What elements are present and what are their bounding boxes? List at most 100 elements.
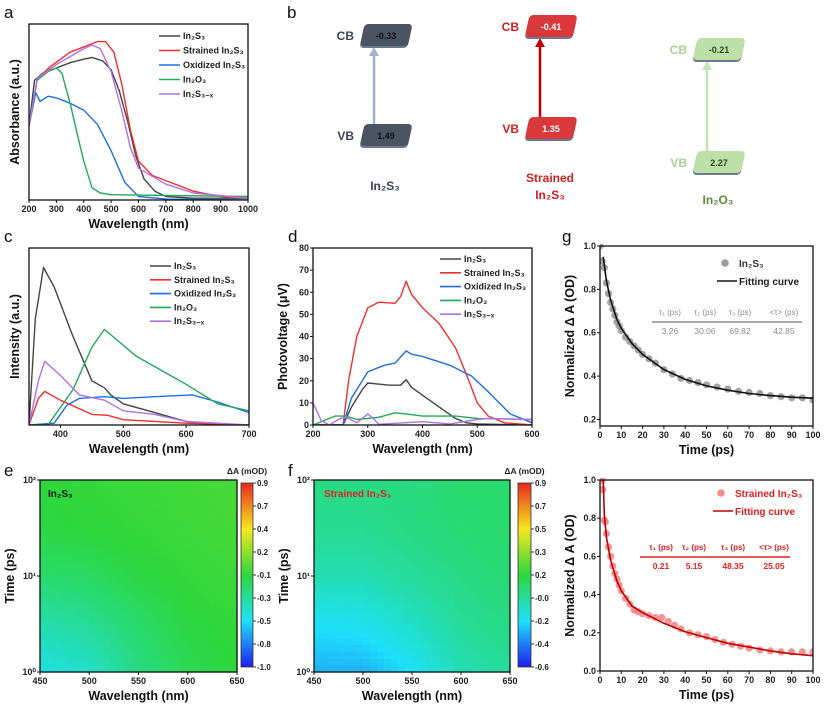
- heatmap-cell: [131, 486, 140, 495]
- heatmap-cell: [215, 589, 224, 598]
- heatmap-cell: [222, 576, 231, 584]
- heatmap-cell: [412, 596, 420, 605]
- heatmap-cell: [47, 569, 55, 577]
- heatmap-cell: [475, 589, 483, 598]
- x-axis-label: Wavelength (nm): [89, 442, 189, 456]
- heatmap-cell: [173, 486, 182, 495]
- heatmap-cell: [349, 603, 357, 611]
- heatmap-cell: [124, 500, 133, 509]
- heatmap-cell: [138, 582, 147, 591]
- heatmap-cell: [215, 582, 224, 591]
- heatmap-cell: [342, 617, 350, 625]
- heatmap-cell: [370, 562, 378, 570]
- heatmap-cell: [82, 637, 90, 646]
- heatmap-cell: [110, 576, 118, 584]
- heatmap-cell: [159, 555, 168, 563]
- heatmap-cell: [426, 610, 434, 618]
- heatmap-cell: [215, 562, 224, 570]
- heatmap-cell: [468, 541, 476, 550]
- heatmap-cell: [447, 514, 455, 522]
- legend-label: In₂O₃: [464, 295, 487, 305]
- heatmap-cell: [152, 596, 161, 605]
- heatmap-cell: [335, 562, 343, 570]
- heatmap-cell: [482, 493, 490, 502]
- heatmap-cell: [40, 534, 48, 543]
- heatmap-cell: [61, 617, 69, 625]
- heatmap-cell: [173, 658, 182, 666]
- heatmap-cell: [363, 658, 371, 666]
- heatmap-cell: [398, 630, 406, 639]
- heatmap-cell: [131, 480, 140, 488]
- heatmap-cell: [159, 548, 168, 557]
- heatmap-cell: [68, 486, 76, 495]
- heatmap-cell: [103, 480, 111, 488]
- heatmap-cell: [110, 630, 118, 639]
- table-header: τ₃ (ps): [729, 308, 752, 317]
- heatmap-cell: [398, 624, 406, 632]
- heatmap-cell: [475, 617, 483, 625]
- heatmap-cell: [503, 617, 511, 625]
- heatmap-cell: [131, 562, 140, 570]
- heatmap-cell: [370, 480, 378, 488]
- heatmap-cell: [159, 507, 168, 515]
- heatmap-cell: [61, 480, 69, 488]
- x-tick-label: 200: [305, 429, 320, 439]
- heatmap-cell: [215, 644, 224, 653]
- heatmap-cell: [363, 534, 371, 543]
- heatmap-cell: [201, 582, 210, 591]
- heatmap-cell: [180, 480, 189, 488]
- heatmap-cell: [468, 637, 476, 646]
- heatmap-cell: [138, 624, 147, 632]
- heatmap-cell: [447, 596, 455, 605]
- heatmap-cell: [194, 589, 203, 598]
- heatmap-cell: [110, 507, 118, 515]
- heatmap-cell: [68, 528, 76, 536]
- table-value: 5.15: [686, 561, 703, 571]
- heatmap-cell: [314, 617, 322, 625]
- heatmap-cell: [321, 644, 329, 653]
- x-tick-label: 400: [415, 429, 430, 439]
- heatmap-cell: [482, 528, 490, 536]
- heatmap-cell: [75, 624, 83, 632]
- heatmap-cell: [328, 651, 336, 659]
- heatmap-cell: [110, 514, 118, 522]
- heatmap-cell: [454, 541, 462, 550]
- heatmap-cell: [356, 589, 364, 598]
- table-value: 69.82: [729, 326, 751, 336]
- heatmap-cell: [405, 528, 413, 536]
- arrow-head-icon: [702, 61, 712, 70]
- heatmap-cell: [40, 486, 48, 495]
- heatmap-cell: [117, 569, 126, 577]
- heatmap-cell: [335, 617, 343, 625]
- heatmap-cell: [194, 630, 203, 639]
- heatmap-cell: [215, 569, 224, 577]
- heatmap-cell: [412, 582, 420, 591]
- heatmap-cell: [222, 528, 231, 536]
- heatmap-cell: [496, 589, 504, 598]
- heatmap-cell: [475, 651, 483, 659]
- heatmap-cell: [405, 610, 413, 618]
- heatmap-cell: [89, 493, 97, 502]
- heatmap-cell: [405, 651, 413, 659]
- heatmap-cell: [468, 528, 476, 536]
- heatmap-cell: [54, 637, 62, 646]
- heatmap-cell: [370, 514, 378, 522]
- heatmap-cell: [124, 603, 133, 611]
- heatmap-cell: [47, 500, 55, 509]
- heatmap-cell: [384, 493, 392, 502]
- heatmap-cell: [433, 500, 441, 509]
- heatmap-cell: [152, 582, 161, 591]
- heatmap-cell: [208, 528, 217, 536]
- heatmap-cell: [356, 630, 364, 639]
- heatmap-cell: [222, 514, 231, 522]
- legend-label: In₂S₃: [183, 31, 205, 41]
- heatmap-cell: [314, 651, 322, 659]
- heatmap-cell: [503, 500, 511, 509]
- heatmap-cell: [201, 658, 210, 666]
- heatmap-cell: [405, 480, 413, 488]
- heatmap-cell: [40, 637, 48, 646]
- heatmap-cell: [314, 500, 322, 509]
- heatmap-cell: [131, 500, 140, 509]
